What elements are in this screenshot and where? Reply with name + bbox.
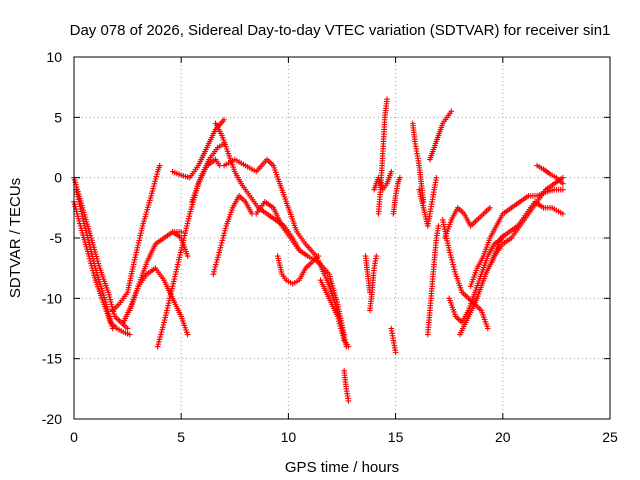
- x-tick-label: 10: [281, 429, 297, 445]
- x-tick-label: 20: [495, 429, 511, 445]
- y-tick-label: -10: [42, 290, 62, 306]
- y-axis-label: SDTVAR / TECUs: [7, 178, 24, 298]
- series-track-23: [390, 174, 403, 217]
- data-point: [397, 174, 403, 181]
- data-point: [435, 223, 442, 229]
- data-point: [392, 349, 399, 356]
- series-track-18: [362, 253, 373, 296]
- series-track-07: [154, 156, 223, 350]
- data-point: [315, 253, 322, 259]
- series-track-31: [457, 174, 566, 338]
- y-tick-label: 0: [54, 170, 62, 186]
- series-track-04: [109, 162, 163, 314]
- data-point: [221, 141, 227, 147]
- chart-title: Day 078 of 2026, Sidereal Day-to-day VTE…: [70, 22, 611, 39]
- data-point: [484, 325, 491, 332]
- data-point: [388, 168, 395, 175]
- data-point: [221, 116, 227, 123]
- data-points: [71, 96, 566, 404]
- series-track-06: [126, 229, 184, 314]
- data-point: [178, 229, 184, 235]
- series-track-30: [467, 186, 566, 290]
- data-point: [560, 174, 566, 181]
- series-track-03: [73, 186, 116, 332]
- series-track-27: [427, 108, 455, 163]
- data-point: [560, 180, 566, 187]
- series-track-15: [274, 253, 322, 287]
- data-point: [560, 186, 566, 193]
- y-tick-label: -5: [50, 230, 63, 246]
- x-tick-label: 15: [388, 429, 404, 445]
- series-track-25: [416, 174, 440, 229]
- data-point: [345, 343, 352, 350]
- axis-ticks: 0 5 10 15 20 25 -20 -15 -10 -5 0 5 10: [42, 49, 618, 445]
- series-track-11: [189, 141, 227, 205]
- data-point: [373, 253, 380, 259]
- data-point: [184, 331, 191, 338]
- grid-lines: [74, 57, 610, 419]
- data-point: [560, 211, 566, 217]
- series-track-14: [253, 199, 350, 350]
- x-axis-label: GPS time / hours: [285, 459, 399, 476]
- data-point: [433, 174, 440, 181]
- series-track-08: [169, 229, 191, 259]
- y-tick-label: -15: [42, 351, 62, 367]
- series-track-26: [424, 223, 442, 338]
- x-tick-label: 5: [177, 429, 185, 445]
- data-point: [126, 331, 133, 338]
- data-point: [345, 398, 352, 404]
- series-track-12: [210, 192, 255, 277]
- data-point: [384, 96, 390, 103]
- series-track-16: [317, 277, 352, 350]
- series-track-22: [388, 325, 399, 356]
- data-point: [109, 325, 116, 332]
- series-track-34: [442, 205, 493, 241]
- series-track-24: [409, 120, 427, 205]
- series-track-20: [375, 96, 390, 217]
- y-tick-label: 10: [46, 49, 62, 65]
- x-tick-label: 0: [70, 429, 78, 445]
- series-track-21: [371, 168, 395, 193]
- series-track-33: [534, 162, 566, 187]
- x-tick-label: 25: [602, 429, 618, 445]
- series-track-17: [341, 367, 352, 404]
- data-point: [124, 325, 131, 332]
- series-track-09: [169, 116, 227, 181]
- data-point: [156, 162, 163, 169]
- y-tick-label: 5: [54, 109, 62, 125]
- series-track-19: [367, 253, 380, 314]
- series-track-02: [71, 174, 131, 332]
- data-point: [487, 205, 493, 211]
- series-track-32: [489, 199, 566, 265]
- y-tick-label: -20: [42, 411, 62, 427]
- data-point: [184, 253, 191, 259]
- data-point: [448, 108, 455, 115]
